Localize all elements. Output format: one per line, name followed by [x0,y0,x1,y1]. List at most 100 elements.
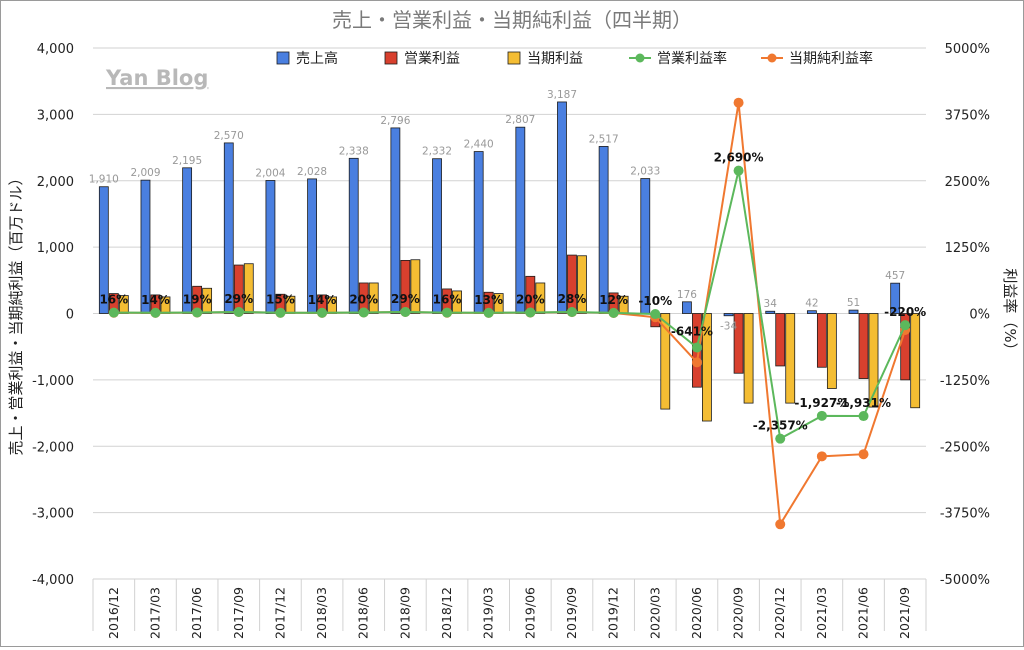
x-tick-label: 2018/06 [356,587,371,639]
revenue-label: 2,338 [339,145,369,157]
legend-label: 営業利益 [404,51,460,67]
op-margin-label: 2,690% [714,151,764,165]
bar-2 [243,263,254,314]
revenue-label: 176 [677,289,697,301]
legend-label: 当期純利益率 [789,50,873,67]
legend-label: 当期利益 [527,51,583,67]
op-margin-label: -10% [638,294,672,308]
bar-0 [598,146,609,314]
marker-net-margin [816,451,827,462]
bar-1 [233,264,244,314]
x-tick-label: 2017/06 [189,587,204,639]
y2-tick-label: -5000% [940,573,990,588]
marker-op-margin [775,433,786,444]
y-tick-label: 1,000 [37,241,74,256]
op-margin-label: 20% [516,292,545,306]
revenue-label: 2,796 [380,115,410,127]
revenue-label: 2,517 [589,133,619,145]
legend-swatch [384,51,398,65]
y-tick-label: -3,000 [32,507,74,522]
marker-net-margin [691,357,702,368]
bar-0 [890,282,901,314]
axis-ticks: 4,000 5000% 3,000 3750% 2,000 2500% 1,000 1250%… [32,42,990,639]
revenue-label: 42 [805,298,818,310]
x-tick-label: 2016/12 [106,587,121,639]
revenue-label: 34 [764,298,778,310]
revenue-label: 2,570 [214,130,244,142]
y2-tick-label: 0% [969,308,990,323]
bar-0 [682,301,692,314]
y-axis-title: 売上・営業利益・当期純利益（百万ドル） [7,170,25,455]
bar-1 [816,313,827,368]
op-margin-label: -220% [884,305,926,319]
revenue-label: 51 [847,297,860,309]
revenue-label: 2,004 [255,167,285,179]
chart-title: 売上・営業利益・当期純利益（四半期） [332,8,692,32]
series-line-op-margin [113,170,907,441]
bar-0 [515,126,526,314]
bar-0 [390,127,401,314]
marker-op-margin [442,307,453,318]
y-tick-label: -1,000 [32,374,74,389]
marker-op-margin [150,307,161,318]
bar-0 [223,142,234,314]
x-tick-label: 2020/06 [689,587,704,639]
bar-2 [702,313,712,422]
bar-1 [900,313,911,381]
y2-tick-label: 1250% [945,241,990,256]
op-margin-label: 16% [433,293,462,307]
marker-net-margin [733,97,744,108]
legend: 売上高 営業利益 当期利益 営業利益率 当期純利益率 [276,50,873,67]
x-tick-label: 2019/09 [564,587,579,639]
legend-marker [767,53,777,63]
bar-2 [785,313,796,404]
marker-op-margin [275,307,286,318]
revenue-label: -34 [720,321,737,333]
line-marks [108,97,911,530]
legend-label: 売上高 [296,50,338,67]
marker-net-margin [775,519,786,530]
revenue-label: 457 [885,270,905,282]
y2-tick-label: -2500% [940,440,990,455]
op-margin-label: -2,357% [753,419,808,433]
x-tick-label: 2020/09 [731,587,746,639]
bar-2 [410,259,421,314]
revenue-label: 1,910 [89,174,119,186]
op-margin-label: 15% [266,293,295,307]
marker-op-margin [608,307,619,318]
op-margin-label: 19% [183,292,212,306]
bar-marks [98,101,921,422]
marker-op-margin [192,307,203,318]
bar-2 [743,313,754,404]
revenue-label: 2,033 [630,166,660,178]
bar-1 [733,313,744,374]
x-tick-label: 2017/09 [231,587,246,639]
revenue-label: 2,440 [464,139,494,151]
marker-op-margin [858,411,869,422]
x-tick-label: 2020/03 [647,587,662,639]
marker-op-margin [900,320,911,331]
bar-0 [557,101,567,314]
marker-op-margin [566,307,577,318]
legend-swatch [507,51,521,65]
x-tick-label: 2019/03 [481,587,496,639]
x-tick-label: 2018/12 [439,587,454,639]
x-tick-label: 2021/09 [897,587,912,639]
bar-0 [98,186,109,314]
bar-2 [202,287,213,314]
bar-0 [806,310,817,314]
marker-op-margin [733,165,744,176]
x-tick-label: 2017/12 [272,587,287,639]
legend-marker [635,53,645,63]
revenue-label: 3,187 [547,89,577,101]
marker-op-margin [816,410,827,421]
y-tick-label: -4,000 [32,573,74,588]
x-tick-label: 2020/12 [772,587,787,639]
bar-2 [660,313,671,410]
bar-2 [910,313,921,409]
bar-2 [577,255,587,314]
y-tick-label: -2,000 [32,440,74,455]
bar-0 [723,313,734,317]
